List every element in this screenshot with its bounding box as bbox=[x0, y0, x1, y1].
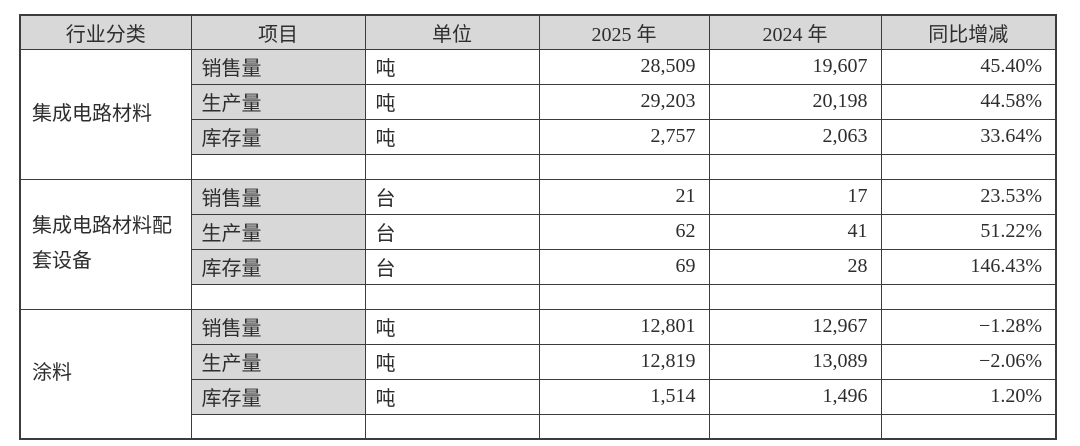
unit-cell: 台 bbox=[364, 213, 540, 250]
unit-cell: 台 bbox=[364, 248, 540, 285]
header-item: 项目 bbox=[190, 14, 366, 50]
empty-cell bbox=[364, 153, 540, 180]
item-cell: 销售量 bbox=[190, 48, 366, 85]
unit-cell: 吨 bbox=[364, 118, 540, 155]
empty-cell bbox=[364, 413, 540, 440]
value-2024-cell: 12,967 bbox=[708, 308, 882, 345]
item-cell: 销售量 bbox=[190, 308, 366, 345]
category-cell: 集成电路材料配套设备 bbox=[19, 178, 192, 310]
category-cell: 涂料 bbox=[19, 308, 192, 440]
value-2024-cell: 41 bbox=[708, 213, 882, 250]
empty-cell bbox=[538, 153, 710, 180]
empty-row bbox=[20, 413, 1057, 440]
header-industry-category: 行业分类 bbox=[19, 14, 192, 50]
section-coatings: 涂料 销售量 吨 12,801 12,967 −1.28% 生产量 吨 12,8… bbox=[19, 308, 1057, 440]
item-cell: 库存量 bbox=[190, 378, 366, 415]
table-row: 集成电路材料配套设备 销售量 台 21 17 23.53% bbox=[19, 178, 1057, 310]
header-unit: 单位 bbox=[364, 14, 540, 50]
value-2025-cell: 21 bbox=[538, 178, 710, 215]
empty-cell bbox=[880, 283, 1057, 310]
category-cell: 集成电路材料 bbox=[19, 48, 192, 180]
table-row: 库存量 吨 1,514 1,496 1.20% bbox=[20, 378, 1057, 415]
item-cell: 生产量 bbox=[190, 213, 366, 250]
unit-cell: 吨 bbox=[364, 343, 540, 380]
value-2024-cell: 2,063 bbox=[708, 118, 882, 155]
table-row: 库存量 台 69 28 146.43% bbox=[20, 248, 1057, 285]
value-2024-cell: 17 bbox=[708, 178, 882, 215]
value-2024-cell: 13,089 bbox=[708, 343, 882, 380]
table-row: 生产量 吨 12,819 13,089 −2.06% bbox=[20, 343, 1057, 380]
unit-cell: 台 bbox=[364, 178, 540, 215]
value-2025-cell: 69 bbox=[538, 248, 710, 285]
empty-cell bbox=[538, 283, 710, 310]
production-sales-table: 行业分类 项目 单位 2025 年 2024 年 同比增减 集成电路材料 销售量… bbox=[19, 14, 1057, 440]
value-2024-cell: 1,496 bbox=[708, 378, 882, 415]
unit-cell: 吨 bbox=[364, 308, 540, 345]
header-year-2024: 2024 年 bbox=[708, 14, 882, 50]
value-2024-cell: 20,198 bbox=[708, 83, 882, 120]
table-header-row: 行业分类 项目 单位 2025 年 2024 年 同比增减 bbox=[19, 14, 1057, 50]
yoy-cell: −2.06% bbox=[880, 343, 1057, 380]
unit-cell: 吨 bbox=[364, 83, 540, 120]
value-2025-cell: 12,819 bbox=[538, 343, 710, 380]
yoy-cell: 33.64% bbox=[880, 118, 1057, 155]
header-year-2025: 2025 年 bbox=[538, 14, 710, 50]
yoy-cell: 45.40% bbox=[880, 48, 1057, 85]
table-row: 集成电路材料 销售量 吨 28,509 19,607 45.40% bbox=[19, 48, 1057, 180]
item-cell: 库存量 bbox=[190, 248, 366, 285]
yoy-cell: 1.20% bbox=[880, 378, 1057, 415]
unit-cell: 吨 bbox=[364, 378, 540, 415]
item-cell: 库存量 bbox=[190, 118, 366, 155]
empty-cell bbox=[364, 283, 540, 310]
yoy-cell: −1.28% bbox=[880, 308, 1057, 345]
value-2025-cell: 12,801 bbox=[538, 308, 710, 345]
section-ic-materials-equipment: 集成电路材料配套设备 销售量 台 21 17 23.53% 生产量 台 62 4… bbox=[19, 178, 1057, 310]
value-2024-cell: 28 bbox=[708, 248, 882, 285]
empty-cell bbox=[190, 413, 366, 440]
header-yoy-change: 同比增减 bbox=[880, 14, 1057, 50]
empty-cell bbox=[538, 413, 710, 440]
value-2025-cell: 1,514 bbox=[538, 378, 710, 415]
empty-cell bbox=[708, 283, 882, 310]
value-2025-cell: 62 bbox=[538, 213, 710, 250]
yoy-cell: 146.43% bbox=[880, 248, 1057, 285]
value-2025-cell: 2,757 bbox=[538, 118, 710, 155]
unit-cell: 吨 bbox=[364, 48, 540, 85]
empty-cell bbox=[880, 153, 1057, 180]
yoy-cell: 44.58% bbox=[880, 83, 1057, 120]
empty-cell bbox=[190, 153, 366, 180]
yoy-cell: 23.53% bbox=[880, 178, 1057, 215]
item-cell: 生产量 bbox=[190, 343, 366, 380]
table-row: 生产量 吨 29,203 20,198 44.58% bbox=[20, 83, 1057, 120]
section-ic-materials: 集成电路材料 销售量 吨 28,509 19,607 45.40% 生产量 吨 … bbox=[19, 48, 1057, 180]
empty-cell bbox=[708, 413, 882, 440]
item-cell: 生产量 bbox=[190, 83, 366, 120]
empty-cell bbox=[190, 283, 366, 310]
table-row: 库存量 吨 2,757 2,063 33.64% bbox=[20, 118, 1057, 155]
value-2025-cell: 28,509 bbox=[538, 48, 710, 85]
item-cell: 销售量 bbox=[190, 178, 366, 215]
value-2025-cell: 29,203 bbox=[538, 83, 710, 120]
yoy-cell: 51.22% bbox=[880, 213, 1057, 250]
table-row: 涂料 销售量 吨 12,801 12,967 −1.28% bbox=[19, 308, 1057, 440]
value-2024-cell: 19,607 bbox=[708, 48, 882, 85]
empty-cell bbox=[708, 153, 882, 180]
empty-cell bbox=[880, 413, 1057, 440]
